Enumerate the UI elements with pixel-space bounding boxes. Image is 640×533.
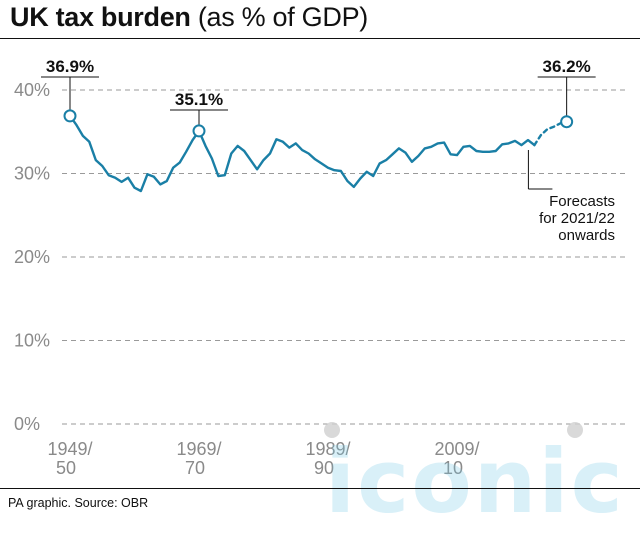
x-tick-label: 90 [314,458,334,478]
x-tick-label: 70 [185,458,205,478]
watermark-dot [324,422,340,438]
y-tick-label: 0% [14,414,40,434]
y-tick-label: 40% [14,80,50,100]
x-tick-label: 1989/ [305,439,350,459]
x-tick-label: 1949/ [47,439,92,459]
data-point-marker [560,115,574,129]
x-tick-label: 50 [56,458,76,478]
source-note: PA graphic. Source: OBR [8,496,149,510]
y-tick-label: 30% [14,164,50,184]
x-tick-label: 10 [443,458,463,478]
forecast-note-line-3: onwards [558,227,615,244]
y-tick-label: 10% [14,331,50,351]
y-tick-label: 20% [14,247,50,267]
watermark-logo: iconic [325,430,625,533]
data-point-marker [63,109,77,123]
tax-burden-line [68,114,536,193]
title-rule [0,38,640,39]
forecast-note-line-1: Forecasts [549,193,615,210]
annotation-label: 36.2% [543,57,591,76]
line-chart: 0% 10% 20% 30% 40% 1949/50 1969/70 1989/90 2009/… [14,57,625,478]
x-tick-label: 1969/ [176,439,221,459]
watermark-dot [567,422,583,438]
forecast-note-line-2: for 2021/22 [539,210,615,227]
chart-title: UK tax burden (as % of GDP) [10,2,368,33]
annotation-label: 35.1% [175,90,223,109]
x-tick-label: 2009/ [434,439,479,459]
footer-rule [0,488,640,489]
forecast-note: Forecasts for 2021/22 onwards [505,193,615,244]
title-rest: (as % of GDP) [197,2,368,32]
annotation-label: 36.9% [46,57,94,76]
data-point-marker [192,124,206,138]
title-bold: UK tax burden [10,2,191,32]
